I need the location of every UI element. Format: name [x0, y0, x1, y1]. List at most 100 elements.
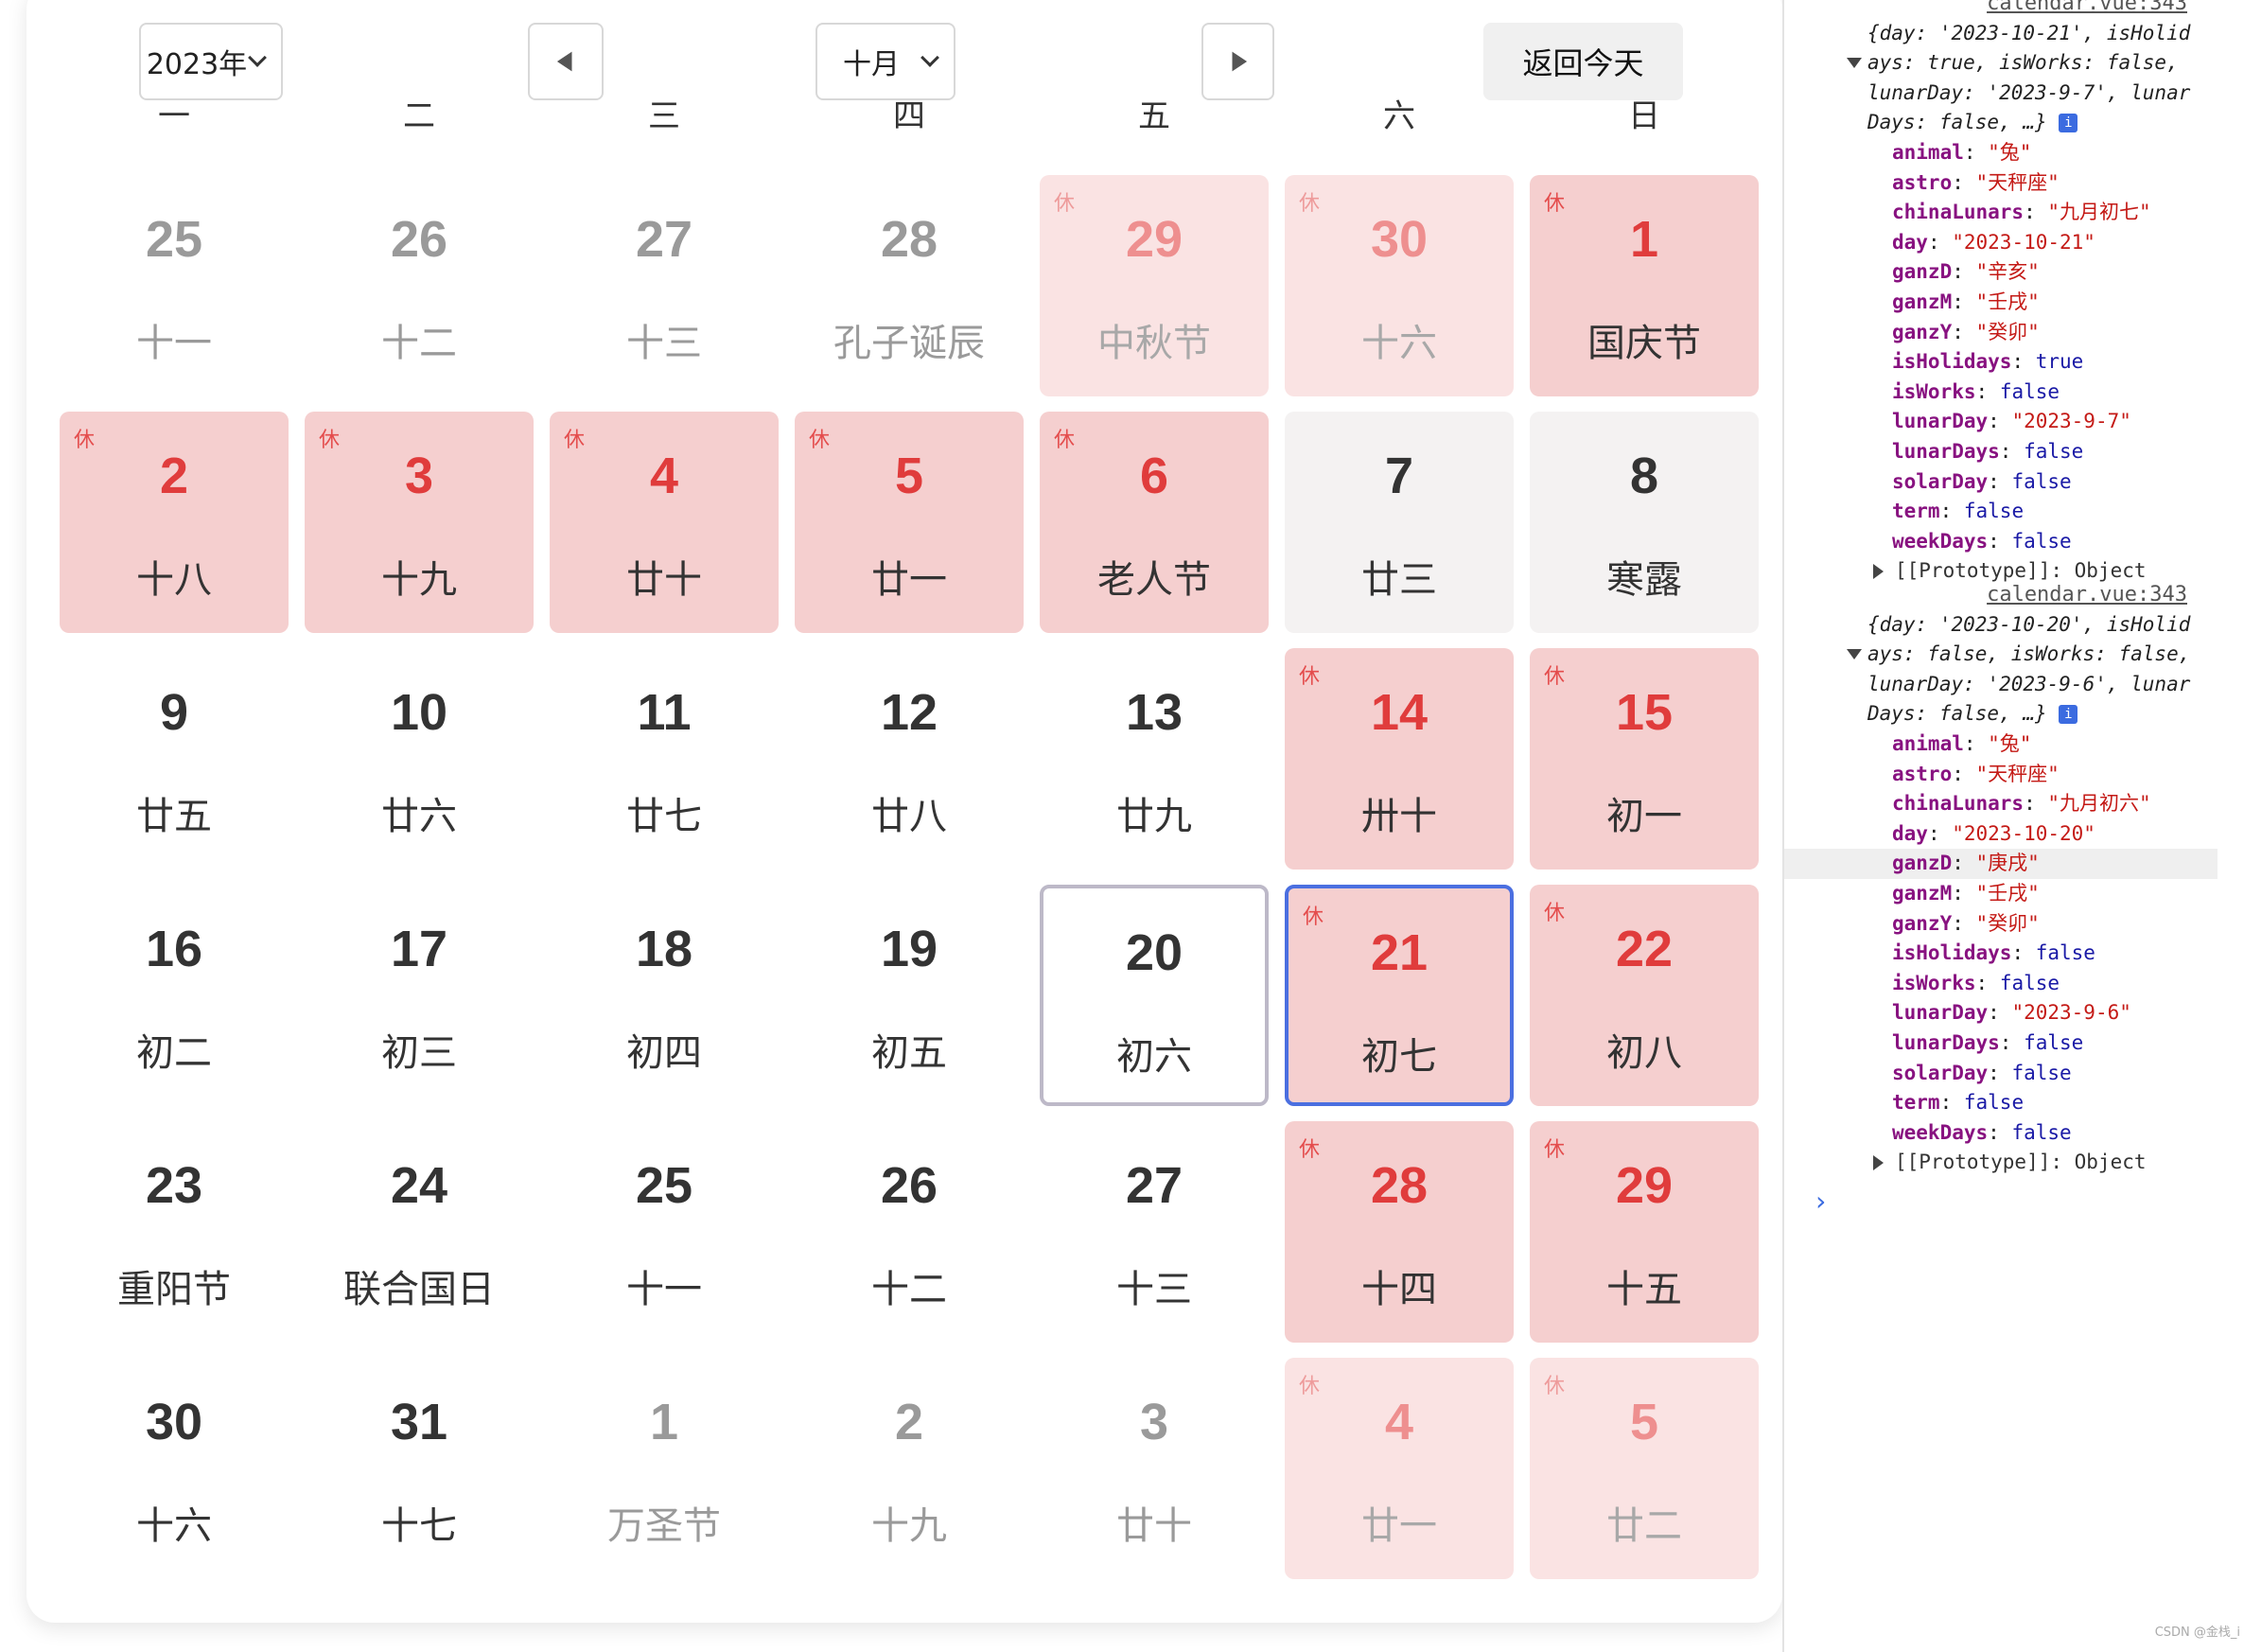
console-prompt[interactable]: › — [1813, 1186, 1829, 1217]
property-value: false — [2011, 529, 2072, 553]
day-cell[interactable]: 休 3 十九 — [305, 412, 534, 633]
info-icon[interactable]: i — [2059, 705, 2078, 725]
day-cell[interactable]: 26 十二 — [305, 175, 534, 396]
day-cell[interactable]: 休 4 廿一 — [1285, 1358, 1514, 1579]
day-cell[interactable]: 25 十一 — [60, 175, 289, 396]
day-cell[interactable]: 3 廿十 — [1040, 1358, 1269, 1579]
day-number: 4 — [1384, 1394, 1414, 1450]
console-property: astro: "天秤座" — [1892, 762, 2060, 785]
day-cell[interactable]: 12 廿八 — [795, 648, 1024, 870]
day-cell[interactable]: 休 29 中秋节 — [1040, 175, 1269, 396]
day-cell[interactable]: 2 十九 — [795, 1358, 1024, 1579]
day-cell[interactable]: 休 1 国庆节 — [1530, 175, 1759, 396]
day-cell[interactable]: 27 十三 — [550, 175, 779, 396]
rest-tag: 休 — [1299, 1375, 1321, 1398]
day-cell[interactable]: 休 15 初一 — [1530, 648, 1759, 870]
day-cell[interactable]: 31 十七 — [305, 1358, 534, 1579]
day-cell[interactable]: 休 30 十六 — [1285, 175, 1514, 396]
property-key: chinaLunars — [1892, 201, 2025, 224]
day-cell[interactable]: 休 5 廿一 — [795, 412, 1024, 633]
rest-tag: 休 — [1544, 192, 1566, 216]
day-cell[interactable]: 28 孔子诞辰 — [795, 175, 1024, 396]
day-lunar-label: 十三 — [1116, 1268, 1192, 1311]
property-value: "2023-9-7" — [2011, 410, 2131, 433]
property-key: ganzD — [1892, 260, 1953, 284]
console-source-link[interactable]: calendar.vue:343 — [1987, 583, 2187, 606]
day-cell[interactable]: 7 廿三 — [1285, 412, 1514, 633]
day-lunar-label: 寒露 — [1606, 558, 1682, 602]
prototype-row[interactable]: [[Prototype]]: Object — [1895, 559, 2147, 583]
day-lunar-label: 廿五 — [136, 795, 212, 838]
day-cell[interactable]: 休 14 卅十 — [1285, 648, 1514, 870]
day-cell[interactable]: 25 十一 — [550, 1121, 779, 1343]
day-cell[interactable]: 27 十三 — [1040, 1121, 1269, 1343]
property-key: chinaLunars — [1892, 792, 2025, 816]
property-key: weekDays — [1892, 1120, 1989, 1144]
day-cell[interactable]: 18 初四 — [550, 885, 779, 1106]
rest-tag: 休 — [1544, 665, 1566, 689]
day-cell[interactable]: 休 28 十四 — [1285, 1121, 1514, 1343]
day-cell[interactable]: 9 廿五 — [60, 648, 289, 870]
month-select[interactable]: 十月 — [815, 23, 955, 100]
day-cell[interactable]: 20 初六 — [1040, 885, 1269, 1106]
property-value: true — [2035, 350, 2084, 374]
day-cell[interactable]: 19 初五 — [795, 885, 1024, 1106]
day-cell[interactable]: 8 寒露 — [1530, 412, 1759, 633]
watermark: CSDN @金栈_i — [2154, 1626, 2240, 1641]
console-property: animal: "兔" — [1892, 732, 2032, 755]
console-summary-line: ays: false, isWorks: false, — [1867, 642, 2191, 666]
day-cell[interactable]: 休 21 初七 — [1285, 885, 1514, 1106]
day-number: 6 — [1139, 448, 1169, 504]
devtools-console: › CSDN @金栈_i calendar.vue:343 {day: '2023… — [1782, 0, 2244, 1652]
prev-month-button[interactable] — [528, 23, 604, 100]
day-cell[interactable]: 休 2 十八 — [60, 412, 289, 633]
expand-triangle-icon[interactable] — [1847, 649, 1862, 660]
day-cell[interactable]: 休 22 初八 — [1530, 885, 1759, 1106]
day-cell[interactable]: 23 重阳节 — [60, 1121, 289, 1343]
day-number: 29 — [1125, 211, 1183, 268]
console-property: ganzD: "辛亥" — [1892, 260, 2040, 284]
year-select[interactable]: 2023年 — [139, 23, 283, 100]
day-cell[interactable]: 26 十二 — [795, 1121, 1024, 1343]
day-cell[interactable]: 16 初二 — [60, 885, 289, 1106]
day-lunar-label: 十一 — [136, 322, 212, 365]
property-value: false — [2024, 1031, 2084, 1054]
property-key: ganzY — [1892, 911, 1953, 935]
property-value: "兔" — [1988, 732, 2032, 755]
console-source-link[interactable]: calendar.vue:343 — [1987, 0, 2187, 15]
console-property: lunarDay: "2023-9-6" — [1892, 1001, 2131, 1025]
console-property: weekDays: false — [1892, 1120, 2072, 1144]
day-lunar-label: 初八 — [1606, 1031, 1682, 1075]
next-month-button[interactable] — [1201, 23, 1274, 100]
day-cell[interactable]: 30 十六 — [60, 1358, 289, 1579]
day-cell[interactable]: 24 联合国日 — [305, 1121, 534, 1343]
property-value: false — [2011, 469, 2072, 493]
day-lunar-label: 国庆节 — [1587, 322, 1701, 365]
day-cell[interactable]: 休 5 廿二 — [1530, 1358, 1759, 1579]
day-number: 28 — [880, 211, 938, 268]
day-cell[interactable]: 10 廿六 — [305, 648, 534, 870]
day-number: 12 — [880, 684, 938, 741]
day-cell[interactable]: 休 4 廿十 — [550, 412, 779, 633]
day-cell[interactable]: 休 6 老人节 — [1040, 412, 1269, 633]
day-cell[interactable]: 1 万圣节 — [550, 1358, 779, 1579]
prototype-row[interactable]: [[Prototype]]: Object — [1895, 1151, 2147, 1174]
day-cell[interactable]: 11 廿七 — [550, 648, 779, 870]
back-to-today-button[interactable]: 返回今天 — [1483, 23, 1683, 100]
day-lunar-label: 十五 — [1606, 1268, 1682, 1311]
expand-triangle-icon[interactable] — [1847, 58, 1862, 69]
day-cell[interactable]: 休 29 十五 — [1530, 1121, 1759, 1343]
day-number: 22 — [1615, 921, 1674, 977]
rest-tag: 休 — [74, 429, 96, 452]
collapse-triangle-icon[interactable] — [1873, 1155, 1884, 1171]
collapse-triangle-icon[interactable] — [1873, 564, 1884, 580]
day-lunar-label: 重阳节 — [117, 1268, 231, 1311]
console-summary-line: Days: false, …} i — [1867, 108, 2236, 138]
rest-tag: 休 — [1299, 192, 1321, 216]
day-cell[interactable]: 17 初三 — [305, 885, 534, 1106]
day-number: 3 — [404, 448, 434, 504]
day-lunar-label: 十九 — [381, 558, 457, 602]
day-lunar-label: 廿二 — [1606, 1504, 1682, 1548]
info-icon[interactable]: i — [2059, 114, 2078, 133]
day-cell[interactable]: 13 廿九 — [1040, 648, 1269, 870]
